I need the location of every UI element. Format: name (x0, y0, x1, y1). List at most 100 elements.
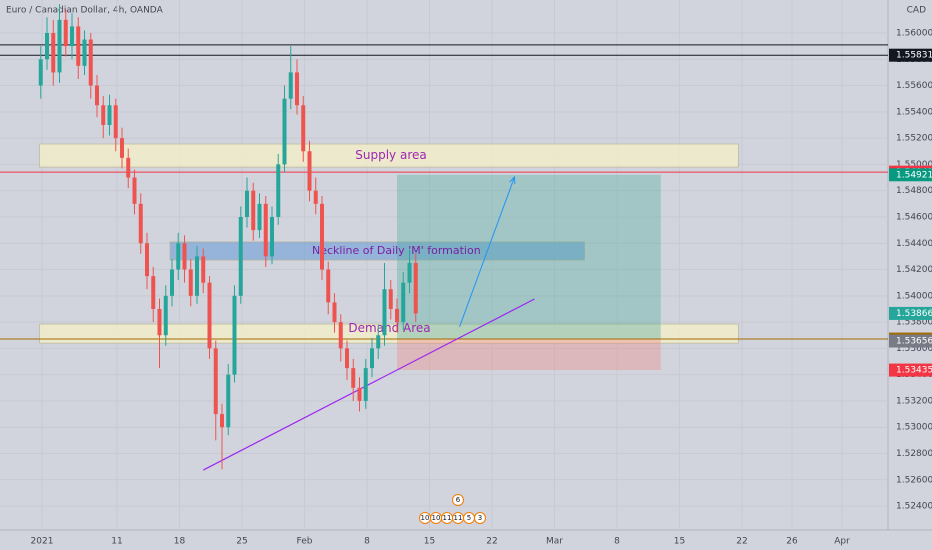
zone-label: Supply area (355, 148, 426, 162)
y-tick-label: 1.56000 (896, 28, 932, 38)
candle-body (188, 269, 193, 296)
candle-body (201, 256, 206, 283)
candle-body (301, 105, 306, 152)
y-tick-label: 1.54200 (896, 265, 932, 275)
candle-body (251, 190, 256, 231)
y-tick-label: 1.54400 (896, 239, 932, 249)
arrow (459, 176, 515, 328)
currency: CAD (907, 6, 926, 16)
candle-body (95, 85, 99, 106)
candle-body (70, 26, 74, 47)
candle-body (207, 282, 212, 349)
candle-body (170, 269, 174, 296)
price-tag (889, 363, 932, 377)
candle-body (326, 269, 331, 303)
candle-body (263, 203, 268, 257)
candle-body (213, 348, 218, 415)
event-count: 10 (421, 514, 430, 522)
candle-body (232, 295, 237, 375)
x-tick-label: 2021 (31, 537, 54, 547)
candle-body (132, 177, 137, 204)
event-count: 6 (456, 496, 461, 504)
trendline (202, 298, 535, 471)
zone (39, 323, 739, 344)
y-tick-label: 1.52400 (896, 502, 932, 512)
candle-body (313, 190, 318, 204)
candle-body (51, 32, 56, 73)
candle-body (363, 368, 368, 401)
candle-body (401, 282, 406, 323)
event-count: 11 (443, 514, 452, 522)
y-tick-label: 1.54000 (896, 291, 932, 301)
price-tag-label: 1.53656 (896, 337, 932, 347)
x-tick-label: 11 (111, 537, 122, 547)
candle-body (388, 289, 393, 309)
y-tick-label: 1.52800 (896, 449, 932, 459)
y-tick-label: 1.55400 (896, 107, 932, 117)
price-tag-label: 1.53866 (896, 309, 932, 319)
x-tick-label: Feb (297, 537, 313, 547)
candle-body (382, 289, 387, 336)
candle-body (120, 138, 124, 158)
candle-body (88, 39, 93, 86)
x-tick-label: 22 (736, 537, 747, 547)
y-tick-label: 1.53800 (896, 318, 932, 328)
candle-body (276, 164, 281, 217)
chart-title: Euro / Canadian Dollar, 4h, OANDA (6, 6, 164, 16)
x-tick-label: 26 (786, 537, 798, 547)
x-tick-label: 15 (674, 537, 685, 547)
candle-body (270, 216, 274, 257)
event-count: 3 (478, 514, 482, 522)
x-tick-label: 8 (614, 537, 620, 547)
x-tick-label: 15 (424, 537, 435, 547)
candle-body (151, 276, 156, 309)
candle-body (238, 216, 243, 296)
y-tick-label: 1.52600 (896, 475, 932, 485)
y-tick-label: 1.54800 (896, 186, 932, 196)
candle-body (257, 203, 262, 231)
candle-body (38, 59, 43, 86)
y-tick-label: 1.55600 (896, 81, 932, 91)
zone-label: Demand Area (348, 321, 430, 335)
candle-body (370, 348, 374, 369)
price-tag (889, 168, 932, 182)
candle-body (182, 243, 187, 270)
candle-body (226, 374, 231, 428)
candle-body (157, 308, 162, 336)
zone-label: Neckline of Daily 'M' formation (312, 244, 481, 257)
candle-body (376, 335, 381, 349)
profit-zone (397, 174, 661, 340)
y-tick-label: 1.55200 (896, 134, 932, 144)
candle-body (82, 39, 87, 66)
price-tag (889, 334, 932, 348)
candle-body (63, 19, 68, 47)
candle-body (138, 203, 143, 244)
x-tick-label: 18 (174, 537, 186, 547)
candle-body (307, 151, 312, 191)
line-price-tag (889, 48, 932, 62)
event-count: 11 (454, 514, 463, 522)
candle-body (332, 302, 337, 323)
event-icon (452, 494, 464, 506)
y-tick-label: 1.55000 (896, 160, 932, 170)
x-tick-label: 22 (486, 537, 497, 547)
candle-body (395, 308, 399, 323)
arrow-head (509, 175, 516, 185)
candle-body (145, 243, 149, 277)
event-count: 10 (432, 514, 441, 522)
candle-body (351, 368, 356, 388)
candle-body (101, 105, 106, 125)
candle-body (338, 322, 343, 349)
candle-body (163, 295, 168, 336)
loss-zone (397, 339, 661, 371)
candle-body (282, 98, 287, 165)
price-tag-label: 1.53435 (896, 366, 932, 376)
candle-body (407, 262, 412, 283)
candle-body (295, 72, 299, 106)
x-tick-label: 8 (364, 537, 370, 547)
candle-body (413, 262, 418, 314)
y-tick-label: 1.53000 (896, 423, 932, 433)
price-tag (889, 306, 932, 320)
